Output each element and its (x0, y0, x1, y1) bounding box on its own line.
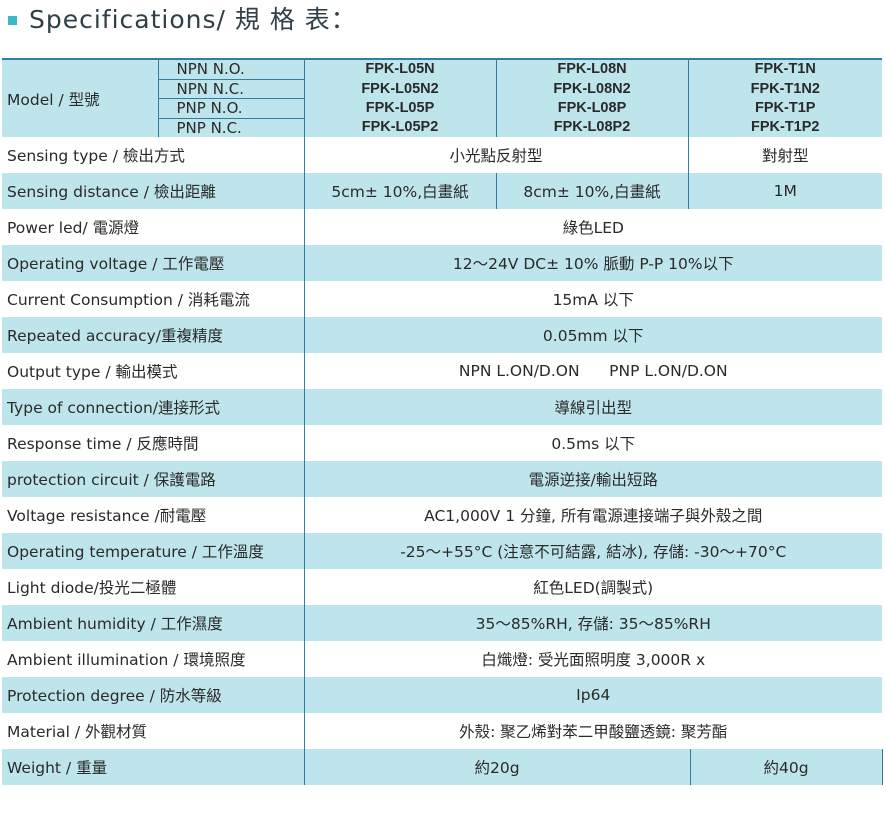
model-cell: FPK-L05N (304, 58, 497, 79)
spec-value: 對射型 (761, 147, 809, 165)
spec-value: AC1,000V 1 分鐘, 所有電源連接端子與外殼之間 (424, 507, 763, 525)
spec-value: 電源逆接/輸出短路 (528, 471, 658, 489)
spec-row-output-type: Output type / 輸出模式 NPN L.ON/D.ON PNP L.O… (2, 353, 882, 389)
spec-row-ambient-illumination: Ambient illumination / 環境照度 白熾燈: 受光面照明度 … (2, 641, 882, 677)
spec-value: NPN L.ON/D.ON PNP L.ON/D.ON (458, 362, 728, 380)
spec-label: Sensing type / 檢出方式 (2, 137, 305, 173)
spec-label: Protection degree / 防水等級 (2, 677, 305, 713)
spec-label: Ambient humidity / 工作濕度 (2, 605, 305, 641)
model-sub-npn-no: NPN N.O. (158, 58, 305, 79)
spec-label: Operating temperature / 工作溫度 (2, 533, 305, 569)
spec-value: 導線引出型 (554, 399, 632, 417)
spec-label: Current Consumption / 消耗電流 (2, 281, 305, 317)
model-cell: FPK-L08P2 (496, 118, 689, 137)
spec-value: 8cm± 10%,白畫紙 (496, 173, 689, 209)
model-cell: FPK-L08N (496, 58, 689, 79)
page-heading: Specifications/ 規 格 表： (8, 0, 357, 36)
model-row: NPN N.C. FPK-L05N2 FPK-L08N2 FPK-T1N2 (2, 78, 882, 99)
spec-value: 1M (773, 182, 797, 200)
spec-label: Power led/ 電源燈 (2, 209, 305, 245)
spec-row-power-led: Power led/ 電源燈 綠色LED (2, 209, 882, 245)
model-label: Model / 型號 (2, 58, 159, 137)
spec-value: 15mA 以下 (552, 291, 634, 309)
spec-row-repeated-accuracy: Repeated accuracy/重複精度 0.05mm 以下 (2, 317, 882, 353)
spec-row-protection-circuit: protection circuit / 保護電路 電源逆接/輸出短路 (2, 461, 882, 497)
model-cell: FPK-T1P2 (751, 119, 820, 136)
spec-row-operating-voltage: Operating voltage / 工作電壓 12～24V DC± 10% … (2, 245, 882, 281)
spec-label: Response time / 反應時間 (2, 425, 305, 461)
spec-label: protection circuit / 保護電路 (2, 461, 305, 497)
spec-row-sensing-type: Sensing type / 檢出方式 小光點反射型 對射型 (2, 137, 882, 173)
model-cell: FPK-T1N (688, 58, 882, 79)
spec-label: Light diode/投光二極體 (2, 569, 305, 605)
spec-value: 5cm± 10%,白畫紙 (304, 173, 497, 209)
specifications-table: Model / 型號 NPN N.O. FPK-L05N FPK-L08N FP… (2, 58, 883, 785)
spec-row-operating-temperature: Operating temperature / 工作溫度 -25～+55°C (… (2, 533, 882, 569)
spec-value: 小光點反射型 (304, 137, 689, 173)
model-cell: FPK-T1N2 (750, 80, 820, 97)
spec-label: Operating voltage / 工作電壓 (2, 245, 305, 281)
spec-label: Material / 外觀材質 (2, 713, 305, 749)
spec-value: 0.5ms 以下 (551, 435, 636, 453)
bullet-square-icon (8, 15, 17, 25)
model-row: Model / 型號 NPN N.O. FPK-L05N FPK-L08N FP… (2, 58, 882, 137)
spec-value-group: 約20g 約40g (304, 749, 883, 785)
spec-row-response-time: Response time / 反應時間 0.5ms 以下 (2, 425, 882, 461)
spec-label: Output type / 輸出模式 (2, 353, 305, 389)
spec-row-ambient-humidity: Ambient humidity / 工作濕度 35～85%RH, 存儲: 35… (2, 605, 882, 641)
model-row: PNP N.C. FPK-L05P2 FPK-L08P2 FPK-T1P2 (2, 117, 882, 137)
spec-row-current-consumption: Current Consumption / 消耗電流 15mA 以下 (2, 281, 882, 317)
spec-row-protection-degree: Protection degree / 防水等級 Ip64 (2, 677, 882, 713)
model-cell: FPK-L08P (496, 98, 689, 118)
spec-label: Sensing distance / 檢出距離 (2, 173, 305, 209)
model-sub-pnp-no: PNP N.O. (158, 98, 305, 118)
spec-value: 外殼: 聚乙烯對苯二甲酸鹽透鏡: 聚芳酯 (459, 723, 728, 741)
model-sub-pnp-nc: PNP N.C. (158, 117, 305, 137)
spec-row-sensing-distance: Sensing distance / 檢出距離 5cm± 10%,白畫紙 8cm… (2, 173, 882, 209)
spec-label: Voltage resistance /耐電壓 (2, 497, 305, 533)
spec-value: 白熾燈: 受光面照明度 3,000R x (481, 651, 706, 669)
spec-value: -25～+55°C (注意不可結露, 結冰), 存儲: -30～+70°C (400, 543, 787, 561)
spec-value: 0.05mm 以下 (542, 327, 644, 345)
spec-label: Weight / 重量 (2, 749, 305, 785)
spec-label: Type of connection/連接形式 (2, 389, 305, 425)
model-cell: FPK-L05P2 (304, 118, 497, 137)
spec-label: Repeated accuracy/重複精度 (2, 317, 305, 353)
spec-value: 綠色LED (562, 219, 624, 237)
model-cell: FPK-L05P (304, 98, 497, 118)
model-cell: FPK-L05N2 (304, 79, 497, 99)
spec-value: Ip64 (576, 686, 611, 704)
spec-value: 約20g (305, 749, 691, 785)
spec-value: 12～24V DC± 10% 脈動 P-P 10%以下 (452, 255, 734, 273)
spec-row-material: Material / 外觀材質 外殼: 聚乙烯對苯二甲酸鹽透鏡: 聚芳酯 (2, 713, 882, 749)
model-cell: FPK-T1P (755, 100, 816, 116)
spec-row-voltage-resistance: Voltage resistance /耐電壓 AC1,000V 1 分鐘, 所… (2, 497, 882, 533)
model-cell: FPK-L08N2 (496, 79, 689, 99)
model-row: PNP N.O. FPK-L05P FPK-L08P FPK-T1P (2, 98, 882, 118)
spec-value: 35～85%RH, 存儲: 35～85%RH (475, 615, 711, 633)
spec-row-weight: Weight / 重量 約20g 約40g (2, 749, 883, 785)
heading-text: Specifications/ 規 格 表： (29, 5, 357, 34)
spec-value: 約40g (763, 759, 809, 777)
model-sub-npn-nc: NPN N.C. (158, 78, 305, 99)
spec-row-light-diode: Light diode/投光二極體 紅色LED(調製式) (2, 569, 882, 605)
spec-value: 紅色LED(調製式) (533, 579, 654, 597)
spec-row-type-of-connection: Type of connection/連接形式 導線引出型 (2, 389, 882, 425)
spec-label: Ambient illumination / 環境照度 (2, 641, 305, 677)
